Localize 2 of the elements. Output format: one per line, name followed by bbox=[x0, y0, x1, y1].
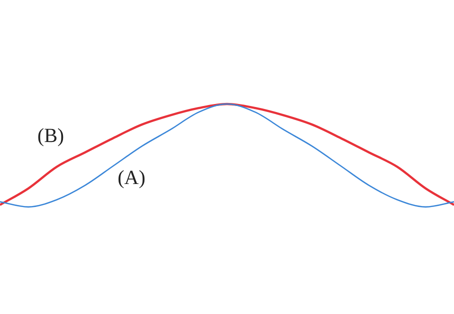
series-label: (B) bbox=[37, 125, 64, 148]
series-label: (A) bbox=[118, 167, 146, 189]
